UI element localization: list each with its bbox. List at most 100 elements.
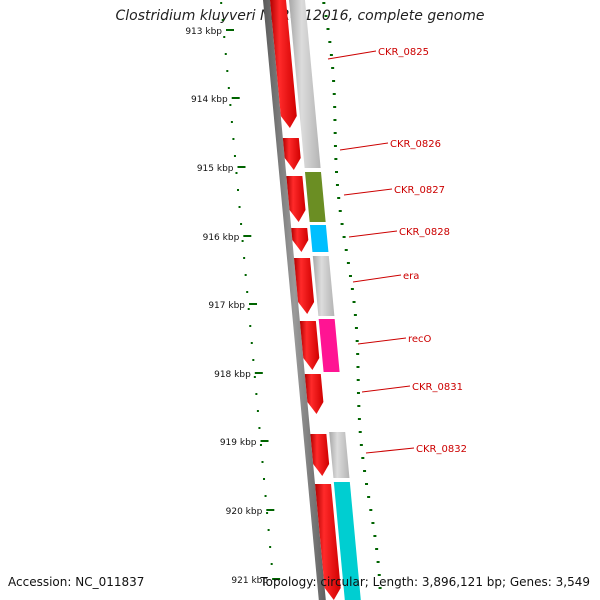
- gc-dot: [346, 262, 350, 264]
- gc-dot: [337, 197, 341, 199]
- gc-dot: [246, 291, 249, 293]
- gene-label: era: [403, 271, 419, 282]
- gc-dot: [344, 249, 348, 251]
- gc-dot: [333, 119, 337, 121]
- gc-dot: [238, 206, 241, 208]
- backbone-track: [263, 0, 326, 600]
- gc-dot: [256, 410, 259, 412]
- gc-dot: [335, 184, 339, 186]
- scale-tick-label: 920 kbp: [226, 507, 263, 517]
- gc-dot: [338, 210, 342, 212]
- scale-tick-label: 919 kbp: [220, 438, 257, 448]
- gene-feature: [289, 0, 321, 168]
- gc-dot: [240, 223, 243, 225]
- gene-leader-line: [352, 274, 402, 283]
- gene-leader-line: [361, 385, 411, 393]
- gene-label: CKR_0825: [378, 47, 429, 58]
- gc-dot: [232, 138, 235, 140]
- cds-arrow: [304, 374, 324, 414]
- gc-dot: [356, 353, 360, 355]
- gc-dot: [322, 2, 326, 4]
- scale-tick-label: 915 kbp: [197, 164, 234, 174]
- cds-arrow: [286, 176, 306, 222]
- gene-feature: [333, 482, 361, 600]
- gc-dot: [365, 483, 369, 485]
- gc-dot: [229, 104, 232, 106]
- gc-dot: [354, 327, 358, 329]
- gc-dot: [332, 80, 336, 82]
- gc-dot: [266, 512, 269, 514]
- gene-label: CKR_0827: [394, 185, 445, 196]
- gc-dot: [331, 67, 335, 69]
- gene-feature: [312, 256, 335, 316]
- gc-dot: [355, 340, 359, 342]
- gc-dot: [357, 418, 361, 420]
- gc-dot: [333, 145, 337, 147]
- gc-dot: [264, 495, 267, 497]
- gene-leader-line: [365, 447, 415, 454]
- scale-ticks: 913 kbp 914 kbp 915 kbp 916 kbp 917 kbp 918 k…: [185, 27, 281, 586]
- gc-dot: [353, 314, 357, 316]
- gc-dot: [335, 171, 339, 173]
- gc-dot: [332, 93, 336, 95]
- gene-leader-line: [339, 142, 389, 151]
- gc-dot: [342, 236, 346, 238]
- gc-dot: [237, 189, 240, 191]
- gc-dot: [270, 563, 273, 565]
- gc-dot: [369, 509, 373, 511]
- gc-dot: [371, 522, 375, 524]
- backbone-line: [263, 0, 326, 600]
- gene-feature: [329, 432, 350, 478]
- gc-dot: [324, 15, 328, 17]
- scale-tick-label: 916 kbp: [203, 233, 240, 243]
- gc-dot: [224, 53, 227, 55]
- cds-arrow: [270, 0, 297, 128]
- gc-dot: [356, 366, 360, 368]
- gc-dot: [376, 561, 380, 563]
- gc-dot: [350, 288, 354, 290]
- gc-dot: [243, 257, 246, 259]
- gc-dot: [333, 132, 337, 134]
- gc-dot: [255, 393, 258, 395]
- gc-dot: [373, 535, 377, 537]
- cds-arrow: [282, 138, 301, 170]
- gc-dot: [361, 457, 365, 459]
- gc-dot: [359, 444, 363, 446]
- cds-arrow: [293, 258, 315, 314]
- gene-feature: [304, 172, 326, 222]
- gc-dot: [247, 308, 250, 310]
- gene-label: CKR_0828: [399, 227, 450, 238]
- gc-dot: [227, 87, 230, 89]
- scale-tick-label: 921 kbp: [231, 576, 268, 586]
- gc-dot: [356, 392, 360, 394]
- cds-arrow: [315, 484, 341, 600]
- gc-dot: [334, 158, 338, 160]
- gc-dot: [328, 41, 332, 43]
- genome-summary: Topology: circular; Length: 3,896,121 bp…: [260, 575, 590, 589]
- gc-dot: [244, 274, 247, 276]
- cds-track: [270, 0, 341, 600]
- gc-dot: [220, 2, 223, 4]
- gc-dot: [267, 529, 270, 531]
- gene-label: CKR_0826: [390, 139, 441, 150]
- gene-feature: [318, 319, 340, 372]
- gene-leader-line: [327, 50, 377, 60]
- gc-dot: [375, 548, 379, 550]
- gc-dot: [261, 461, 264, 463]
- gc-dot: [269, 546, 272, 548]
- gc-dot: [378, 587, 382, 589]
- gc-dot: [333, 106, 337, 108]
- gene-track: [289, 0, 361, 600]
- scale-tick-label: 914 kbp: [191, 95, 228, 105]
- gene-label: CKR_0831: [412, 382, 463, 393]
- gc-skew-dots: [220, 2, 382, 589]
- gc-dot: [340, 223, 344, 225]
- gene-leader-line: [348, 230, 398, 238]
- gc-dot: [356, 379, 360, 381]
- gene-feature: [309, 225, 329, 252]
- gc-dot: [253, 376, 256, 378]
- gc-dot: [235, 172, 238, 174]
- gc-dot: [252, 359, 255, 361]
